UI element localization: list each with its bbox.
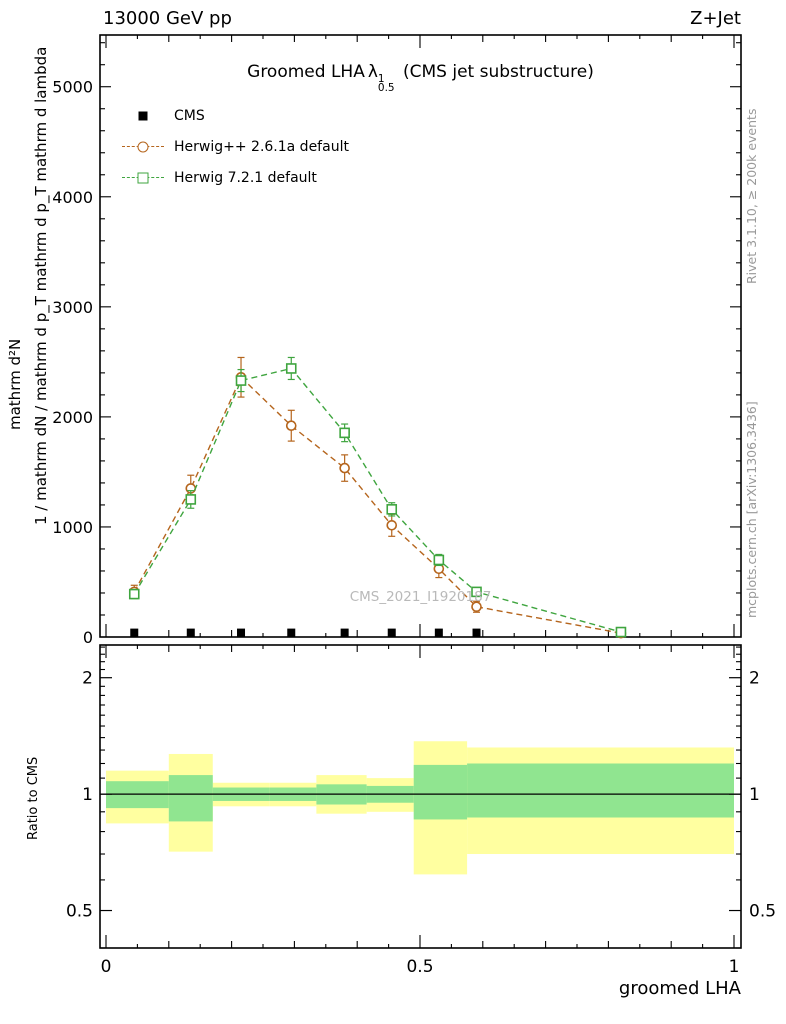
- legend: CMS Herwig++ 2.6.1a default Herwig 7.2.1 d…: [122, 100, 349, 193]
- ratio-tick-label-right: 0.5: [749, 902, 776, 922]
- data-point-herwigpp: [386, 519, 398, 531]
- process-label: Z+Jet: [690, 8, 741, 29]
- data-point-herwig7: [185, 494, 197, 505]
- ratio-band-inner: [168, 775, 213, 822]
- ratio-band-inner: [413, 764, 468, 820]
- data-point-herwig7: [615, 626, 627, 638]
- x-tick-label: 1: [729, 957, 740, 977]
- ratio-tick-label-left: 1: [82, 785, 93, 805]
- y-tick-label: 5000: [52, 78, 93, 97]
- x-tick-label: 0.5: [406, 957, 433, 977]
- ratio-tick-label-left: 0.5: [66, 902, 93, 922]
- lambda-sub: 0.5: [377, 82, 395, 94]
- data-point-herwigpp: [285, 420, 297, 431]
- y-tick-label: 3000: [52, 298, 93, 317]
- series-line: [133, 376, 622, 634]
- ratio-tick-label-left: 2: [82, 669, 93, 689]
- legend-label: Herwig++ 2.6.1a default: [174, 138, 349, 155]
- ratio-band-inner: [467, 763, 734, 818]
- y-axis-label-line2: 1 / mathrm dN / mathrm d p_T mathrm d p_…: [32, 46, 50, 525]
- data-point-herwigpp: [471, 601, 482, 613]
- legend-label: CMS: [174, 107, 205, 124]
- lambda-sup: 1: [377, 73, 385, 85]
- data-point-cms: [434, 628, 443, 637]
- filled-square-legend-icon: [122, 109, 164, 123]
- beam-energy-label: 13000 GeV pp: [103, 8, 232, 29]
- ratio-tick-label-right: 2: [749, 669, 760, 689]
- analysis-id-watermark: CMS_2021_I1920187: [349, 589, 492, 605]
- mcplots-arxiv-note: mcplots.cern.ch [arXiv:1306.3436]: [744, 401, 759, 618]
- open-square-legend-icon: [122, 171, 164, 185]
- lambda-exponents: 1 0.5: [377, 73, 395, 94]
- rivet-version-note: Rivet 3.1.10, ≥ 200k events: [744, 108, 759, 284]
- data-point-herwig7: [285, 363, 297, 374]
- data-point-herwigpp: [339, 462, 350, 474]
- legend-item: Herwig 7.2.1 default: [122, 162, 349, 193]
- plot-title-text: Groomed LHA: [247, 62, 365, 82]
- data-point-cms: [186, 628, 195, 637]
- data-point-cms: [340, 628, 349, 637]
- data-point-herwig7: [386, 504, 398, 515]
- data-point-cms: [387, 628, 396, 637]
- x-axis-label: groomed LHA: [618, 978, 741, 999]
- data-point-herwig7: [433, 554, 445, 566]
- data-point-herwig7: [471, 586, 482, 598]
- ratio-tick-label-right: 1: [749, 785, 760, 805]
- y-tick-label: 2000: [52, 408, 93, 427]
- open-square-icon: [137, 172, 149, 183]
- x-tick-label: 0: [101, 957, 112, 977]
- data-point-cms: [287, 628, 296, 637]
- y-tick-label: 1000: [52, 518, 93, 537]
- legend-item: CMS: [122, 100, 349, 131]
- legend-label: Herwig 7.2.1 default: [174, 169, 317, 186]
- data-point-herwig7: [235, 375, 247, 386]
- open-circle-icon: [137, 141, 149, 152]
- y-tick-label: 4000: [52, 188, 93, 207]
- data-point-herwig7: [128, 588, 140, 600]
- lambda-symbol: λ: [367, 62, 378, 82]
- data-point-cms: [237, 628, 246, 637]
- data-point-cms: [130, 628, 139, 637]
- plot-title-suffix: (CMS jet substructure): [397, 62, 594, 82]
- legend-item: Herwig++ 2.6.1a default: [122, 131, 349, 162]
- filled-square-icon: [138, 111, 148, 120]
- open-circle-legend-icon: [122, 140, 164, 154]
- data-point-herwig7: [339, 427, 350, 439]
- y-tick-label: 0: [83, 628, 93, 647]
- y-axis-label-line1: mathrm d²N: [6, 338, 24, 430]
- plot-title: Groomed LHA λ 1 0.5 (CMS jet substructure): [100, 62, 741, 93]
- ratio-y-axis-label: Ratio to CMS: [26, 756, 41, 840]
- data-point-cms: [472, 628, 481, 637]
